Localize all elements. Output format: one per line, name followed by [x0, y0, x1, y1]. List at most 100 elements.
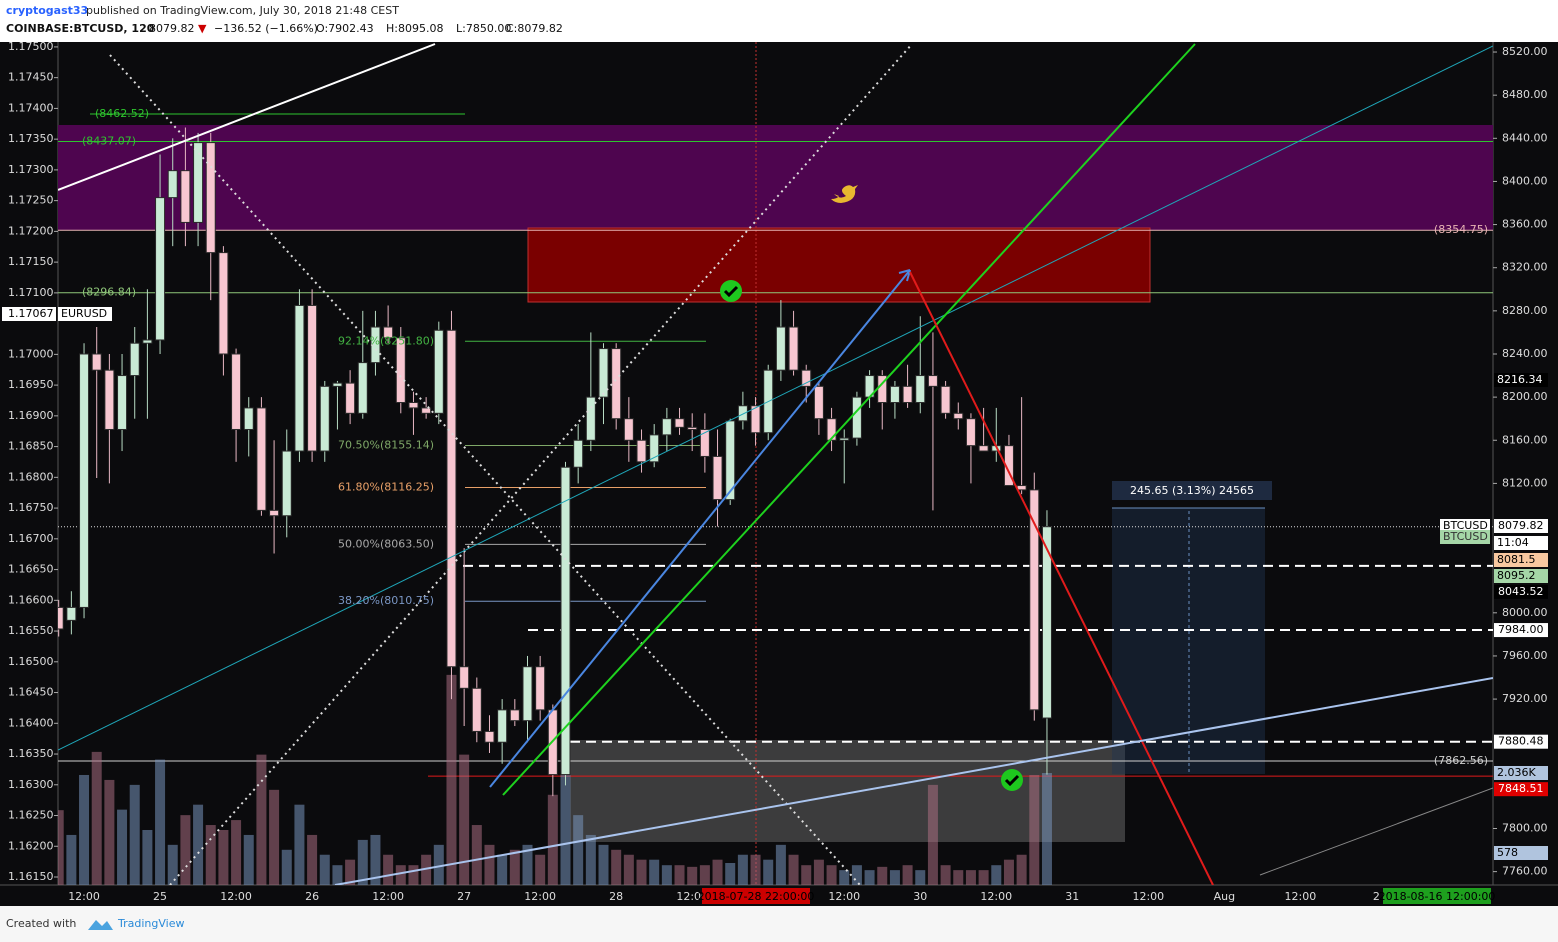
x-tick-label: 30 [913, 890, 927, 903]
check-mark [723, 285, 739, 298]
candle-body [813, 385, 824, 420]
y-tick-label: 8240.00 [1502, 347, 1548, 360]
candle-body [193, 142, 204, 223]
twitter-icon [831, 185, 858, 203]
volume-bar [661, 865, 672, 885]
level-label: 92.14%(8251.80) [338, 334, 434, 347]
price-tag [1494, 782, 1548, 797]
y2-tick-label: 1.16450 [8, 686, 54, 699]
price-tag-label: BTCUSD [1443, 530, 1488, 543]
candle-body [978, 445, 989, 452]
volume-bar [345, 859, 356, 885]
volume-bar [218, 829, 229, 885]
y2-tick-label: 1.17150 [8, 255, 54, 268]
candle-body [839, 437, 850, 441]
open: O:7902.43 [316, 22, 374, 35]
volume-bar [965, 870, 976, 885]
volume-bar [421, 854, 432, 885]
candle-body [509, 709, 520, 722]
y2-tick-label: 1.17350 [8, 132, 54, 145]
price-tag [1494, 766, 1548, 780]
volume-bar [66, 834, 77, 885]
arrow: ▼ [198, 22, 207, 35]
candle-body [243, 407, 254, 430]
volume-bar [687, 866, 698, 885]
close: C:8079.82 [506, 22, 563, 35]
volume-bar [370, 834, 381, 885]
level-label: 70.50%(8155.14) [338, 439, 434, 452]
volume-bar [294, 804, 305, 885]
candle-body [281, 450, 292, 517]
y2-tick-label: 1.17200 [8, 224, 54, 237]
level-label: (7862.56) [1434, 754, 1488, 767]
level-label: 50.00%(8063.50) [338, 537, 434, 550]
y-tick-label: 8440.00 [1502, 131, 1548, 144]
candle-body [826, 418, 837, 441]
volume-bar [889, 870, 900, 885]
volume-bar [623, 854, 634, 885]
header-bg [0, 0, 1558, 42]
y2-tick-label: 1.16800 [8, 470, 54, 483]
volume-bar [636, 859, 647, 885]
price-tag [1494, 623, 1548, 638]
candle-body [155, 197, 166, 341]
author[interactable]: cryptogast33 [6, 4, 88, 17]
x-tick-label: 12:00 [372, 890, 404, 903]
time-tag-label: 2018-08-16 12:00:00 [1379, 890, 1496, 903]
candle-body [433, 329, 444, 414]
y2-tick-label: 1.16650 [8, 563, 54, 576]
candle-body [940, 385, 951, 414]
candle-body [319, 385, 330, 452]
footer-brand[interactable]: TradingView [117, 917, 184, 930]
volume-bar [978, 870, 989, 885]
candle-body [117, 375, 128, 430]
candle-body [953, 412, 964, 420]
x-tick-label: 27 [457, 890, 471, 903]
arrow-head [898, 269, 911, 282]
volume-bar [243, 834, 254, 885]
candle-body [801, 369, 812, 387]
volume-bar [813, 859, 824, 885]
level-label: 61.80%(8116.25) [338, 480, 434, 493]
y2-tick-label: 1.17250 [8, 194, 54, 207]
volume-bar [58, 810, 64, 885]
price-tag [1440, 519, 1490, 533]
drawings [58, 43, 1493, 885]
candle-body [180, 170, 191, 223]
candle-body [712, 455, 723, 501]
volume-bar [497, 854, 508, 885]
y-tick-label: 8480.00 [1502, 88, 1548, 101]
candle-body [58, 606, 64, 630]
candle-body [421, 407, 432, 414]
volume-bar [712, 859, 723, 885]
candle-body [598, 348, 609, 398]
y-tick-label: 8000.00 [1502, 606, 1548, 619]
y-tick-label: 7760.00 [1502, 865, 1548, 878]
candle-body [1029, 489, 1040, 711]
level-label: (8462.52) [95, 107, 149, 120]
price-tag-label: 7848.51 [1498, 782, 1544, 795]
y-tick-label: 8160.00 [1502, 433, 1548, 446]
candle-body [497, 709, 508, 743]
candle-body [484, 730, 495, 743]
price-tag [2, 307, 56, 321]
y-tick-label: 7920.00 [1502, 692, 1548, 705]
y2-tick-label: 1.16950 [8, 378, 54, 391]
volume-bar [117, 809, 128, 885]
candle-body [1041, 526, 1052, 719]
volume-bar [193, 804, 204, 885]
volume-bar [649, 859, 660, 885]
volume-bar [725, 862, 736, 885]
volume-bar [1029, 774, 1040, 885]
volume-bar [256, 754, 267, 885]
candle-body [79, 353, 90, 608]
x-tick-label: 12:00 [828, 890, 860, 903]
check-mark [1004, 774, 1020, 787]
tv-logo [88, 920, 113, 930]
price-tag [1494, 373, 1548, 387]
zone [58, 125, 1493, 230]
candle-body [91, 353, 102, 371]
volume-bar [991, 865, 1002, 885]
candle-body [256, 407, 267, 511]
x-tick-label: 26 [305, 890, 319, 903]
